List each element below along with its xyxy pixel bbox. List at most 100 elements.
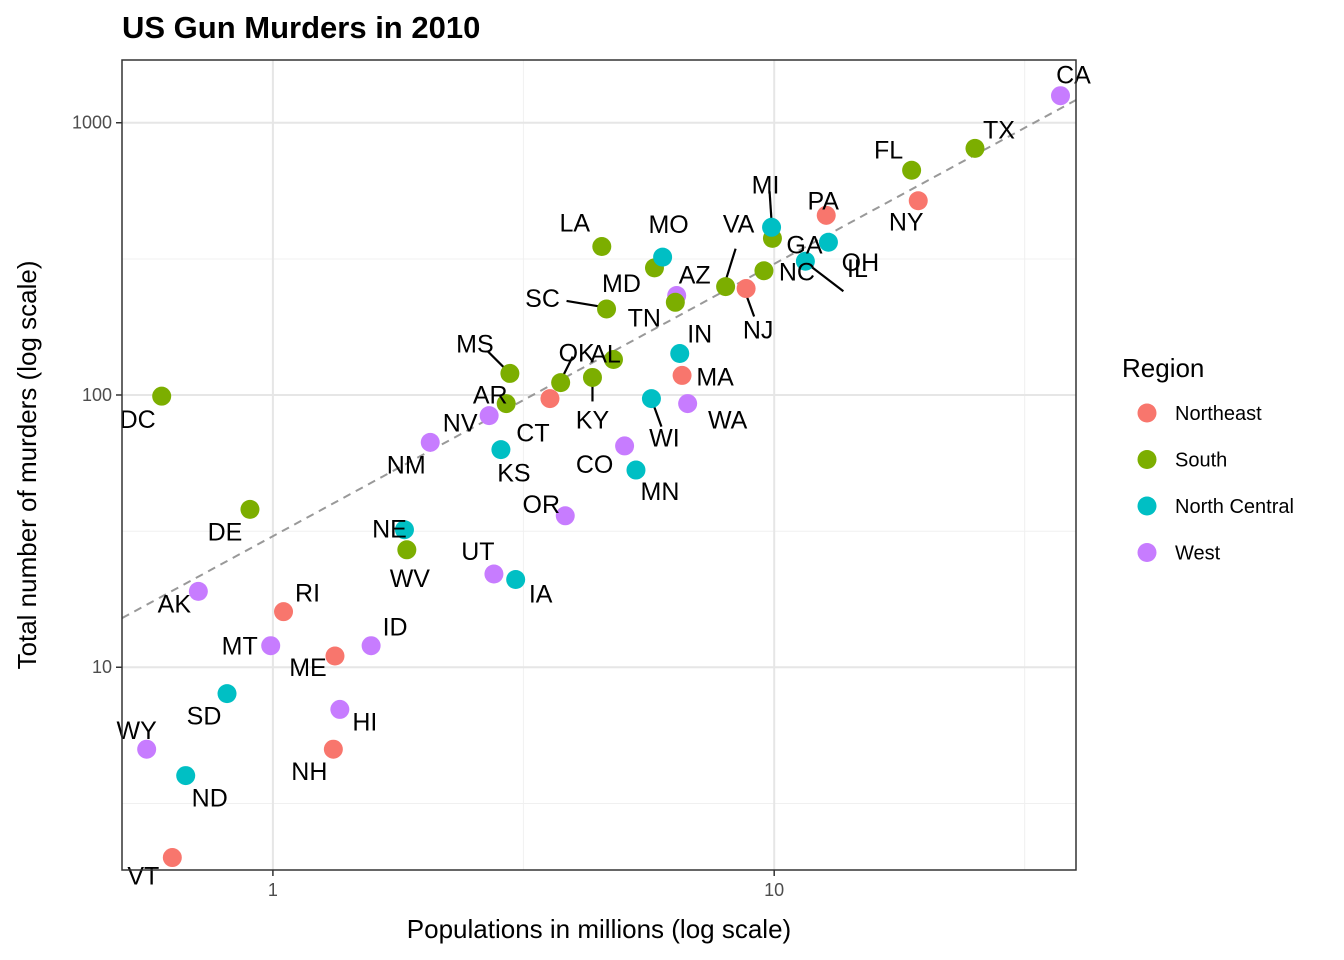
point-nj [736, 279, 756, 299]
label-va: VA [723, 211, 755, 239]
point-pa [816, 205, 836, 225]
label-co: CO [576, 451, 614, 479]
point-al [603, 350, 623, 370]
label-ak: AK [158, 590, 192, 618]
y-tick-label: 100 [82, 385, 112, 405]
point-mi [762, 217, 782, 237]
point-wi [641, 389, 661, 409]
point-ia [506, 570, 526, 590]
label-nc: NC [779, 259, 815, 287]
panel-border [121, 59, 1077, 871]
label-ar: AR [473, 382, 508, 410]
label-la: LA [560, 210, 591, 238]
legend-key-northeast [1137, 403, 1157, 423]
point-sc [597, 299, 617, 319]
leader-sc [566, 299, 603, 309]
point-ca [1050, 86, 1070, 106]
point-me [325, 646, 345, 666]
point-fl [902, 160, 922, 180]
x-axis-title: Populations in millions (log scale) [407, 914, 791, 944]
label-id: ID [383, 614, 408, 642]
label-nd: ND [192, 785, 228, 813]
point-ks [491, 440, 511, 460]
legend-label-north-central: North Central [1175, 496, 1294, 518]
point-sd [217, 684, 237, 704]
leader-ok [561, 356, 574, 378]
point-labels: AL AK AZ AR CA CO CT DE DC FL GA HI ID IL IN IA KS KY LA ME… [117, 62, 1092, 891]
point-mn [626, 460, 646, 480]
legend: Region Northeast South North Central West [1122, 353, 1294, 565]
label-wa: WA [708, 407, 748, 435]
label-ca: CA [1056, 62, 1091, 90]
point-hi [330, 699, 350, 719]
point-wv [397, 540, 417, 560]
chart-title: US Gun Murders in 2010 [122, 10, 480, 45]
label-ut: UT [461, 538, 494, 566]
label-mo: MO [648, 211, 688, 239]
label-sd: SD [187, 703, 222, 731]
point-nv [479, 406, 499, 426]
label-dc: DC [120, 406, 156, 434]
point-mo [653, 247, 673, 267]
label-al: AL [590, 341, 621, 369]
legend-title: Region [1122, 353, 1204, 383]
point-or [555, 506, 575, 526]
leader-wi [652, 404, 663, 427]
label-ne: NE [372, 516, 407, 544]
data-points [137, 86, 1070, 868]
point-ak [188, 581, 208, 601]
label-wy: WY [117, 717, 158, 745]
point-ms [500, 363, 520, 383]
label-mt: MT [222, 633, 258, 661]
point-nm [420, 432, 440, 452]
legend-key-north-central [1137, 496, 1157, 516]
label-ks: KS [497, 460, 530, 488]
legend-label-west: West [1175, 543, 1221, 565]
point-ar [496, 394, 516, 414]
label-vt: VT [127, 863, 159, 891]
point-la [592, 237, 612, 257]
label-ok: OK [559, 340, 595, 368]
point-de [240, 499, 260, 519]
point-in [670, 344, 690, 364]
y-tick-label: 10 [92, 657, 112, 677]
label-az: AZ [679, 261, 711, 289]
label-ia: IA [529, 581, 553, 609]
point-mt [261, 636, 281, 656]
point-ut [484, 564, 504, 584]
label-tn: TN [628, 304, 661, 332]
label-nv: NV [443, 410, 478, 438]
point-wa [678, 394, 698, 414]
label-or: OR [523, 491, 561, 519]
point-va [716, 277, 736, 297]
label-in: IN [687, 321, 712, 349]
label-md: MD [602, 270, 641, 298]
y-axis-title: Total number of murders (log scale) [12, 261, 42, 670]
label-ky: KY [576, 406, 610, 434]
point-tx [965, 138, 985, 158]
leader-mi [768, 191, 773, 222]
label-wv: WV [390, 565, 431, 593]
point-nc [754, 261, 774, 281]
x-tick-label: 1 [268, 880, 278, 900]
point-vt [162, 848, 182, 868]
point-ok [551, 373, 571, 393]
label-oh: OH [842, 249, 880, 277]
leader-va [724, 248, 737, 281]
label-ga: GA [786, 231, 822, 259]
point-oh [795, 251, 815, 271]
label-mn: MN [641, 478, 680, 506]
point-il [818, 232, 838, 252]
label-sc: SC [525, 285, 560, 313]
legend-key-west [1137, 543, 1157, 562]
y-tick-label: 1000 [72, 113, 112, 133]
legend-label-northeast: Northeast [1175, 403, 1262, 425]
label-ri: RI [295, 580, 320, 608]
label-il: IL [847, 255, 868, 283]
point-ny [908, 191, 928, 211]
label-nm: NM [387, 451, 426, 479]
label-de: DE [208, 518, 243, 546]
leader-nj [745, 294, 756, 317]
label-fl: FL [874, 136, 903, 164]
